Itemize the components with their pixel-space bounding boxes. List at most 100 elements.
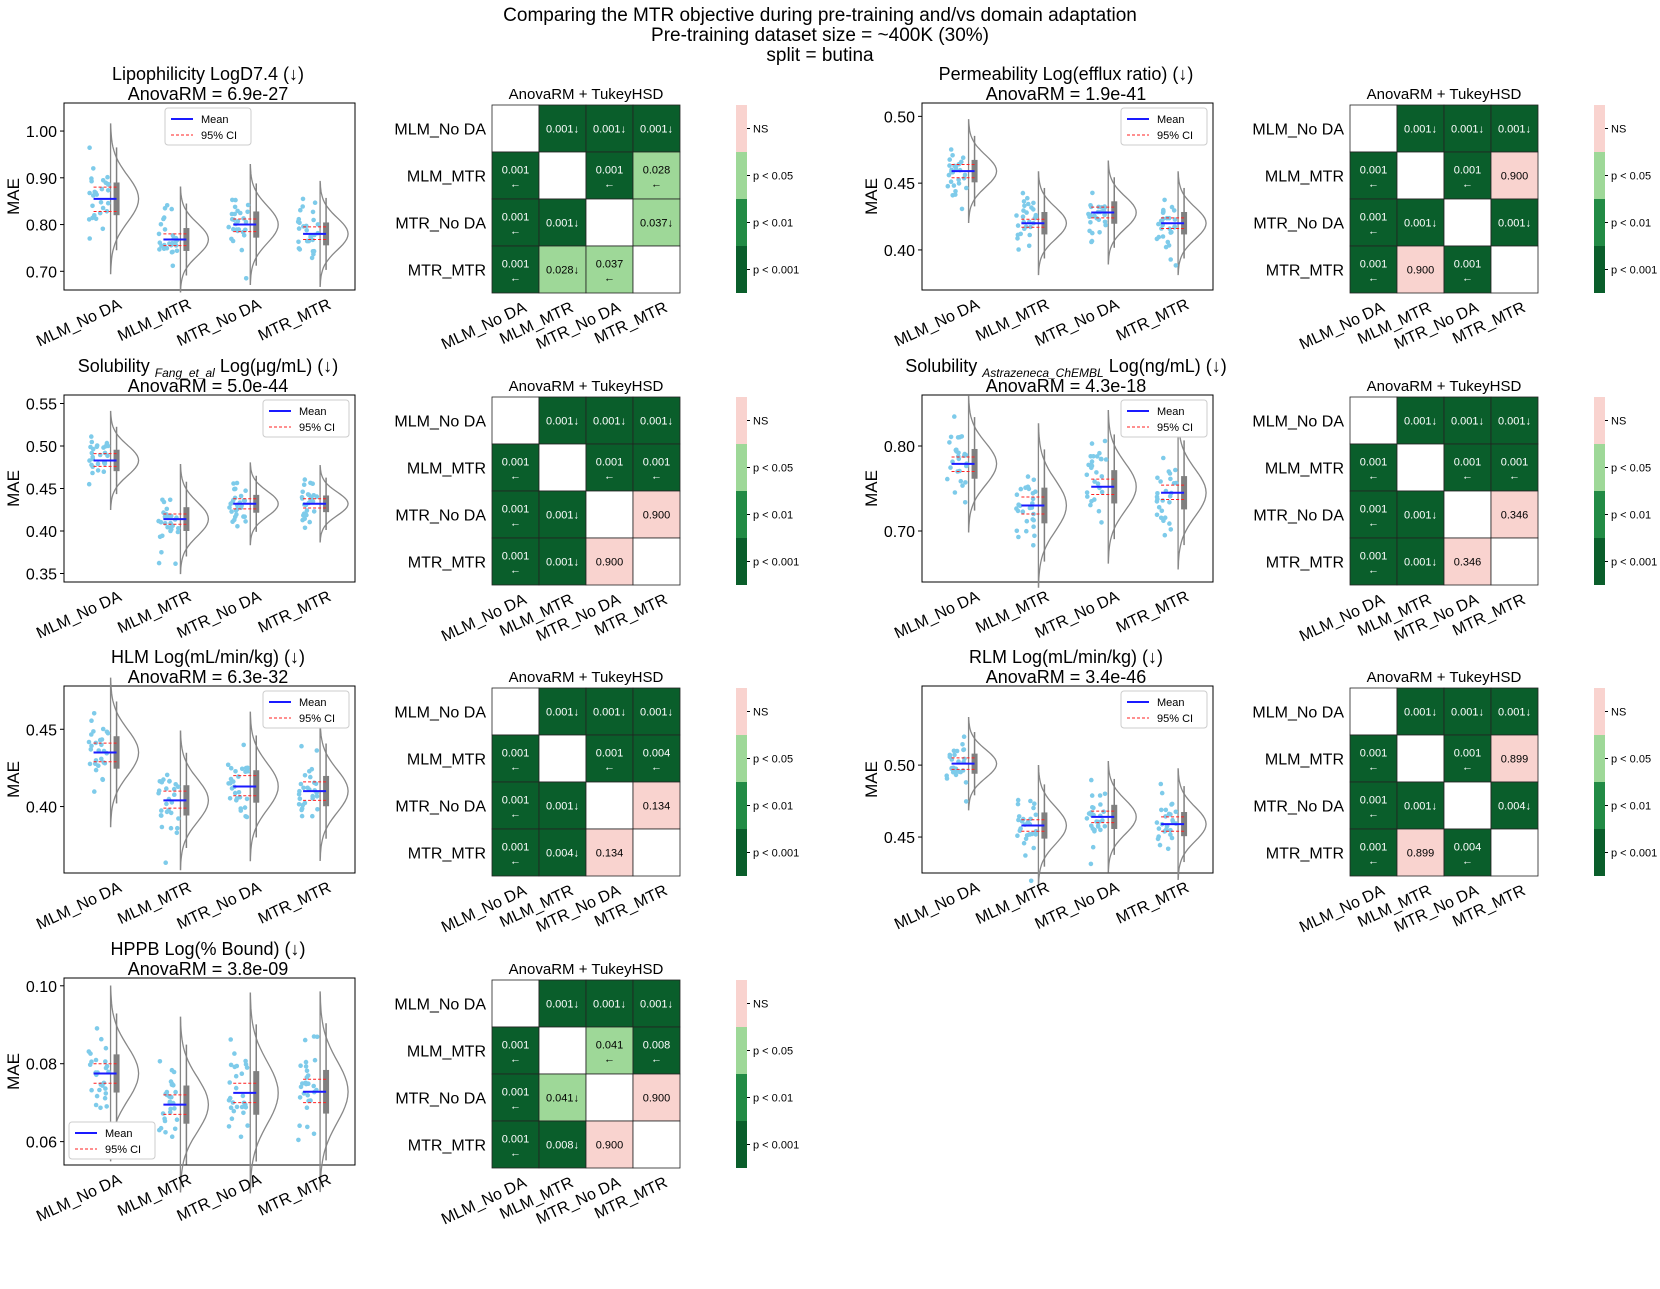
legend-box bbox=[1120, 399, 1208, 438]
heatmap-arrow: ← bbox=[1368, 762, 1379, 774]
data-point bbox=[1164, 824, 1170, 829]
violin-3 bbox=[319, 180, 349, 287]
heatmap-arrow: ← bbox=[1368, 518, 1379, 530]
colorbar-label: NS bbox=[1611, 707, 1626, 719]
colorbar-label: NS bbox=[753, 416, 768, 428]
heatmap-row-label: MLM_No DA bbox=[1252, 414, 1344, 431]
heatmap-value: 0.001 bbox=[502, 259, 530, 271]
data-point bbox=[300, 489, 306, 495]
violin-1 bbox=[179, 464, 210, 575]
heatmap-cell bbox=[538, 1026, 587, 1075]
heatmap-cell bbox=[491, 1073, 540, 1122]
x-tick-label: MTR_MTR bbox=[1114, 296, 1192, 344]
colorbar-segment bbox=[1594, 782, 1605, 829]
heatmap-value: 0.037↓ bbox=[640, 218, 673, 230]
heatmap-cell bbox=[1490, 104, 1539, 153]
heatmap-value: 0.001 bbox=[1454, 259, 1482, 271]
heatmap-cell bbox=[1396, 151, 1445, 200]
data-point bbox=[91, 729, 96, 734]
data-point bbox=[1169, 801, 1175, 807]
data-point bbox=[1154, 512, 1160, 518]
violin-2 bbox=[1107, 160, 1137, 265]
heatmap-cell bbox=[1490, 396, 1539, 445]
data-point bbox=[225, 762, 231, 768]
data-point bbox=[310, 796, 316, 801]
y-tick-label: 0.80 bbox=[884, 439, 915, 456]
data-point bbox=[234, 796, 240, 801]
data-point bbox=[1016, 817, 1021, 823]
data-point bbox=[172, 792, 177, 797]
data-point bbox=[956, 456, 962, 462]
data-point bbox=[97, 1087, 102, 1093]
data-point bbox=[305, 1092, 311, 1098]
heatmap-value: 0.001 bbox=[1454, 457, 1482, 469]
data-point bbox=[241, 216, 246, 221]
heatmap-cell bbox=[632, 198, 681, 247]
heatmap-arrow: ← bbox=[604, 1054, 615, 1066]
data-point bbox=[241, 1110, 246, 1116]
data-point bbox=[96, 763, 101, 768]
data-point bbox=[944, 776, 950, 781]
heatmap-arrow: ← bbox=[651, 762, 662, 774]
data-point bbox=[162, 227, 168, 232]
data-point bbox=[1018, 826, 1023, 831]
violin-axes-frame bbox=[63, 685, 356, 874]
data-point bbox=[1084, 490, 1090, 495]
data-point bbox=[310, 481, 316, 486]
data-point bbox=[1159, 508, 1165, 514]
y-tick-label: 0.45 bbox=[884, 830, 915, 847]
heatmap-cell bbox=[632, 151, 681, 200]
data-point bbox=[90, 470, 95, 476]
colorbar-segment bbox=[736, 199, 747, 246]
data-point bbox=[304, 1068, 310, 1074]
y-axis-label: MAE bbox=[4, 761, 23, 798]
data-point bbox=[960, 155, 966, 160]
data-point bbox=[1154, 236, 1160, 242]
violin-title-subscript: Astrazeneca_ChEMBL bbox=[981, 366, 1103, 380]
data-point bbox=[1031, 200, 1036, 206]
heatmap-value: 0.899 bbox=[1407, 848, 1435, 860]
data-point bbox=[947, 440, 952, 445]
heatmap-cell bbox=[1396, 781, 1445, 830]
colorbar-segment bbox=[736, 980, 747, 1027]
heatmap-arrow: ← bbox=[510, 1054, 521, 1066]
data-point bbox=[105, 200, 111, 206]
heatmap-arrow: ← bbox=[510, 471, 521, 483]
y-tick-label: 0.40 bbox=[26, 800, 57, 817]
data-point bbox=[104, 440, 110, 446]
y-tick-label: 0.45 bbox=[26, 482, 57, 499]
panel-5: RLM Log(mL/min/kg) (↓)AnovaRM = 3.4e-46 0… bbox=[862, 647, 1657, 936]
data-point bbox=[305, 1124, 310, 1130]
data-point bbox=[1015, 797, 1021, 803]
data-point bbox=[233, 769, 238, 774]
data-point bbox=[947, 157, 952, 162]
data-point bbox=[956, 177, 961, 182]
data-point bbox=[103, 1059, 108, 1064]
data-point bbox=[1016, 814, 1022, 819]
heatmap-cell bbox=[585, 1073, 634, 1122]
heatmap-arrow: ← bbox=[1368, 226, 1379, 238]
violin-axes-frame bbox=[63, 977, 356, 1166]
data-point bbox=[243, 219, 249, 225]
heatmap-value: 0.134 bbox=[596, 848, 624, 860]
violin-subtitle: AnovaRM = 3.4e-46 bbox=[986, 667, 1147, 687]
data-point bbox=[1089, 239, 1094, 245]
y-tick-label: 0.55 bbox=[26, 397, 57, 414]
data-point bbox=[1028, 224, 1033, 230]
violin-2 bbox=[1107, 409, 1137, 564]
x-tick-label: MLM_No DA bbox=[34, 588, 124, 642]
heatmap-row-label: MTR_No DA bbox=[395, 799, 486, 816]
data-point bbox=[300, 204, 306, 209]
heatmap-row-label: MTR_MTR bbox=[1266, 555, 1344, 572]
x-tick-label: MTR_MTR bbox=[256, 1171, 334, 1219]
heatmap-cell bbox=[1396, 198, 1445, 247]
data-point bbox=[296, 216, 302, 222]
data-point bbox=[103, 1065, 109, 1071]
heatmap-cell bbox=[632, 1120, 681, 1169]
heatmap-cell bbox=[632, 537, 681, 586]
data-point bbox=[1168, 257, 1173, 262]
violin-subtitle: AnovaRM = 3.8e-09 bbox=[128, 959, 289, 979]
data-point bbox=[311, 1083, 317, 1089]
heatmap-row-label: MLM_MTR bbox=[1265, 169, 1344, 186]
data-point bbox=[89, 1087, 94, 1093]
